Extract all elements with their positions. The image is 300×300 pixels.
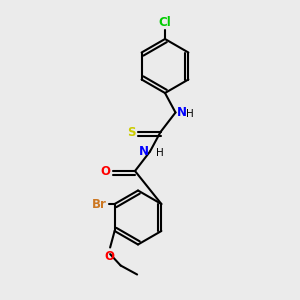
- Text: S: S: [127, 125, 136, 139]
- Text: N: N: [139, 145, 148, 158]
- Text: H: H: [186, 109, 194, 119]
- Text: O: O: [100, 164, 110, 178]
- Text: N: N: [177, 106, 187, 119]
- Text: Cl: Cl: [159, 16, 171, 28]
- Text: Br: Br: [92, 197, 107, 211]
- Text: H: H: [156, 148, 164, 158]
- Text: O: O: [104, 250, 115, 263]
